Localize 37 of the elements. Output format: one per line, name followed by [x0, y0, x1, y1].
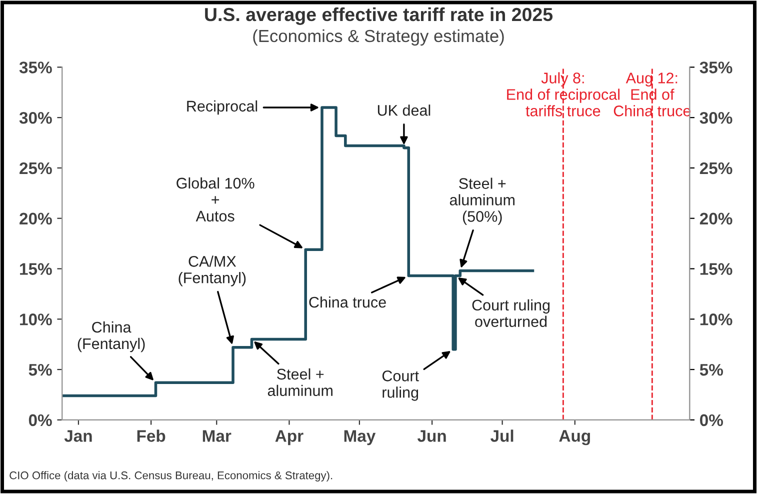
y-tick-label: 5% — [28, 364, 52, 376]
x-tick-label: Jul — [490, 430, 514, 442]
chart-title: U.S. average effective tariff rate in 2025 — [205, 7, 553, 25]
x-tick-label: Jan — [64, 430, 92, 442]
annotation: CA/MX (Fentanyl) — [178, 256, 246, 286]
x-tick-label: Feb — [137, 430, 166, 442]
y-tick-label: 30% — [19, 112, 52, 124]
y2-tick-label: 15% — [700, 263, 732, 275]
x-tick-label: Aug — [559, 430, 590, 446]
annotation: China (Fentanyl) — [78, 321, 145, 352]
annotation: UK deal — [378, 104, 430, 116]
x-tick-label: Mar — [202, 430, 232, 442]
y2-tick-label: 20% — [700, 212, 732, 225]
annotation: Court ruling — [382, 370, 419, 401]
annotation: Global 10% + Autos — [176, 177, 254, 222]
annotation: Court ruling overturned — [472, 299, 550, 328]
text: CIO Office (data via U.S. Census Bureau, Economics & Strategy). — [10, 471, 332, 482]
x-tick-label: Jun — [417, 430, 446, 442]
y-tick-label: 0% — [28, 414, 52, 426]
annotation: Reciprocal — [187, 100, 258, 115]
y2-tick-label: 30% — [700, 112, 732, 124]
annotation: Steel + aluminum (50%) — [450, 178, 514, 225]
y2-tick-label: 35% — [700, 62, 732, 74]
y-tick-label: 10% — [20, 314, 52, 326]
annotation: Steel + aluminum — [268, 368, 332, 396]
y-tick-label: 35% — [19, 62, 52, 74]
y2-tick-label: 10% — [700, 314, 732, 326]
x-tick-label: Apr — [275, 430, 304, 446]
annotation: China truce — [309, 296, 386, 308]
x-tick-label: May — [344, 430, 376, 446]
y2-tick-label: 5% — [700, 364, 723, 376]
y-tick-label: 25% — [20, 162, 52, 174]
y2-tick-label: 0% — [700, 414, 723, 426]
y2-tick-label: 25% — [700, 162, 732, 174]
y-tick-label: 15% — [20, 263, 52, 275]
chart-subtitle: (Economics & Strategy estimate) — [253, 29, 504, 46]
y-tick-label: 20% — [20, 212, 52, 225]
